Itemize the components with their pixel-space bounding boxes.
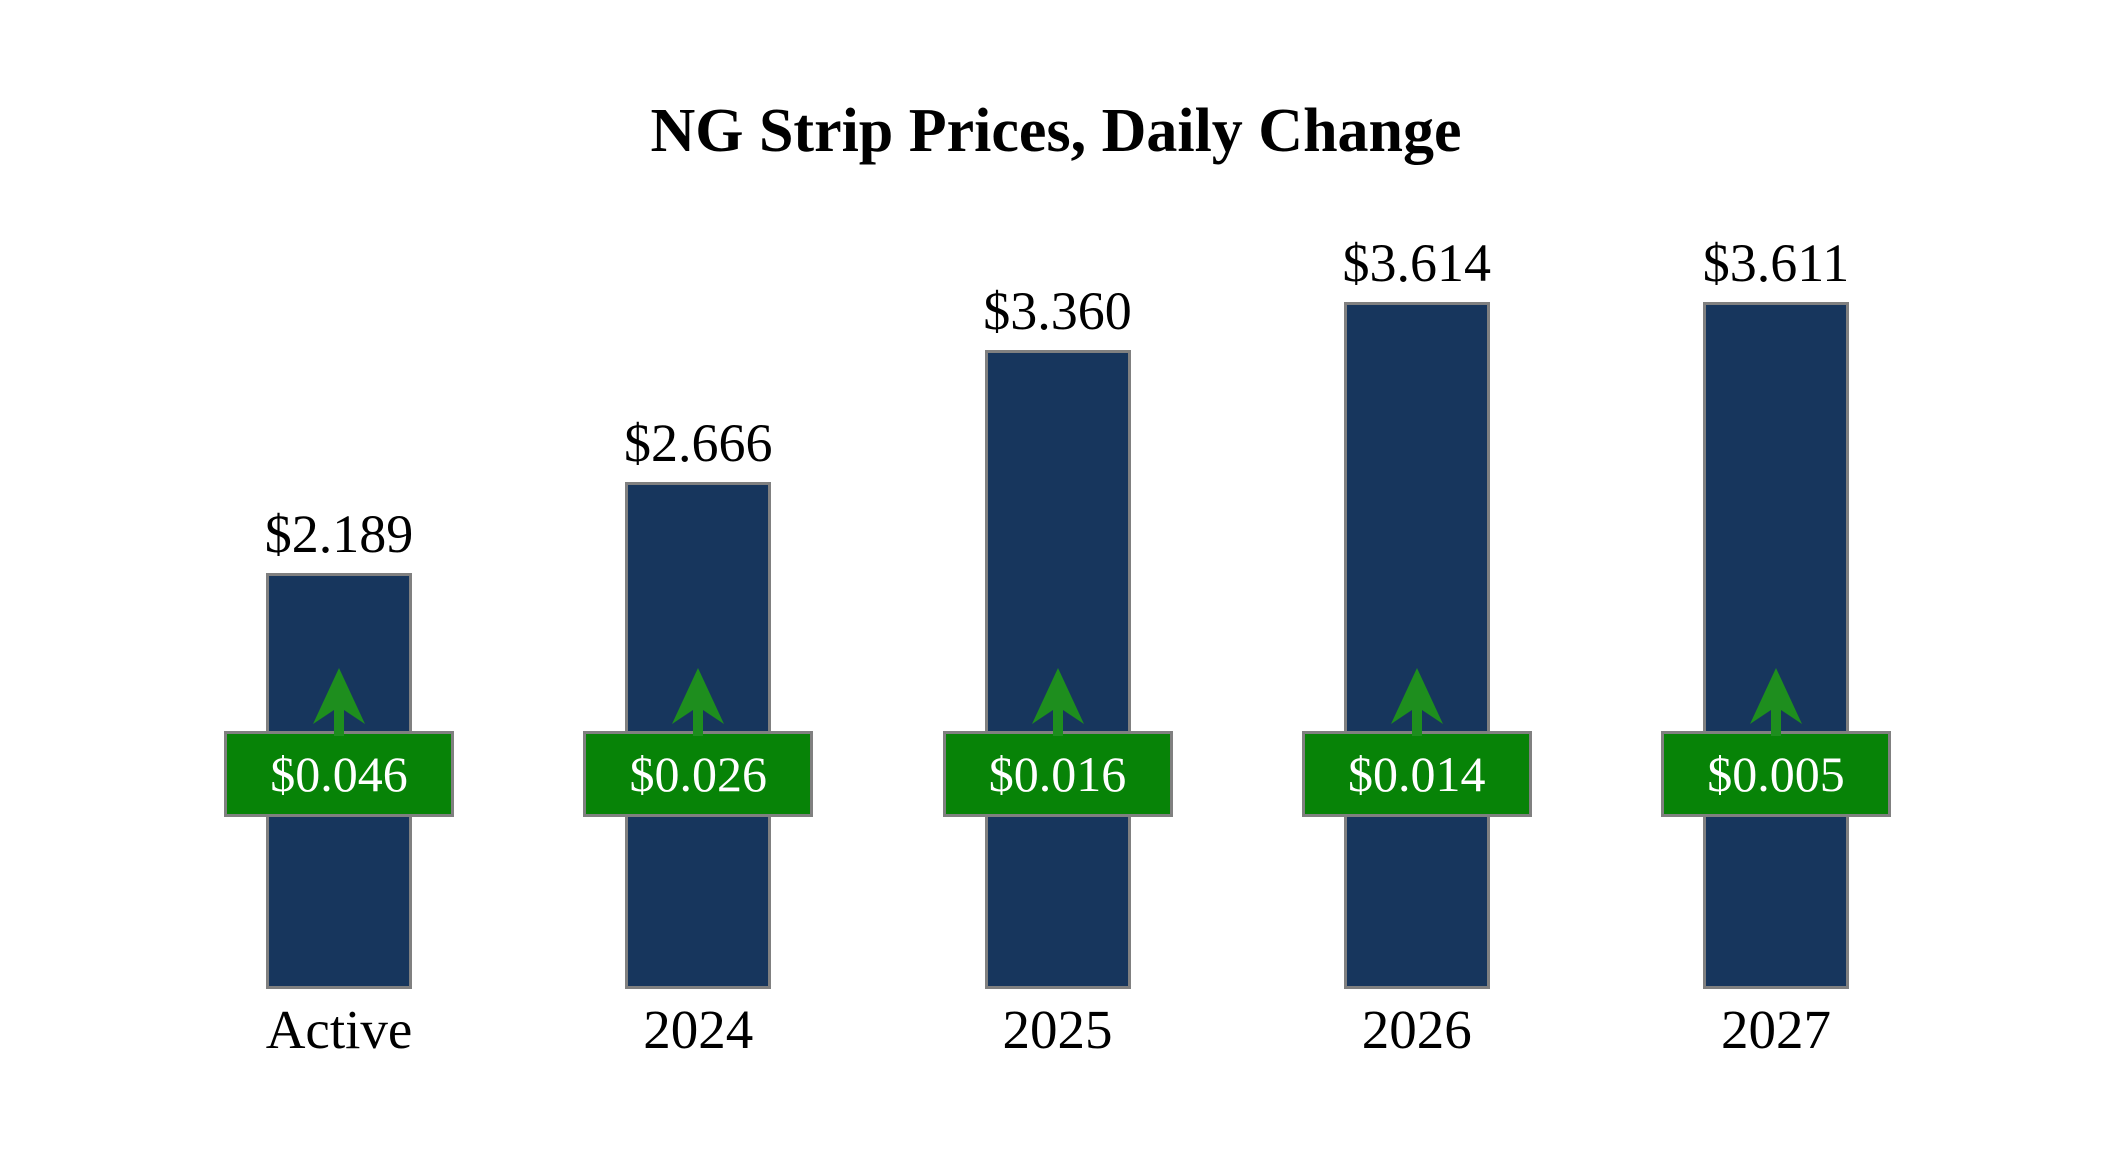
- up-arrow-icon: [672, 668, 725, 736]
- up-arrow-icon: [313, 668, 365, 736]
- change-value-label: $0.016: [988, 746, 1127, 802]
- up-arrow-icon: [1031, 668, 1084, 736]
- change-badge: $0.026: [583, 731, 814, 817]
- up-arrow-icon: [1390, 668, 1443, 736]
- bar-value-label: $3.614: [1342, 232, 1492, 293]
- up-arrow-icon: [1750, 668, 1802, 736]
- change-value-label: $0.005: [1707, 746, 1845, 802]
- change-badge: $0.014: [1301, 731, 1532, 817]
- bar: [1703, 302, 1849, 989]
- bar-value-label: $3.360: [983, 280, 1132, 341]
- category-label: 2026: [1361, 999, 1472, 1060]
- category-label: 2024: [643, 999, 754, 1060]
- category-label: 2025: [1002, 999, 1113, 1060]
- change-value-label: $0.046: [270, 746, 408, 802]
- change-value-label: $0.014: [1348, 746, 1486, 802]
- change-badge: $0.005: [1661, 731, 1891, 817]
- bar: [1343, 301, 1490, 989]
- change-badge: $0.016: [942, 731, 1173, 817]
- bar-value-label: $2.666: [624, 412, 773, 473]
- chart-title: NG Strip Prices, Daily Change: [650, 97, 1462, 165]
- change-badge: $0.046: [224, 731, 454, 817]
- category-label: 2027: [1721, 999, 1831, 1060]
- bar-value-label: $3.611: [1702, 233, 1850, 294]
- category-label: Active: [265, 999, 413, 1060]
- change-value-label: $0.026: [629, 746, 768, 802]
- bar-value-label: $2.189: [264, 503, 414, 564]
